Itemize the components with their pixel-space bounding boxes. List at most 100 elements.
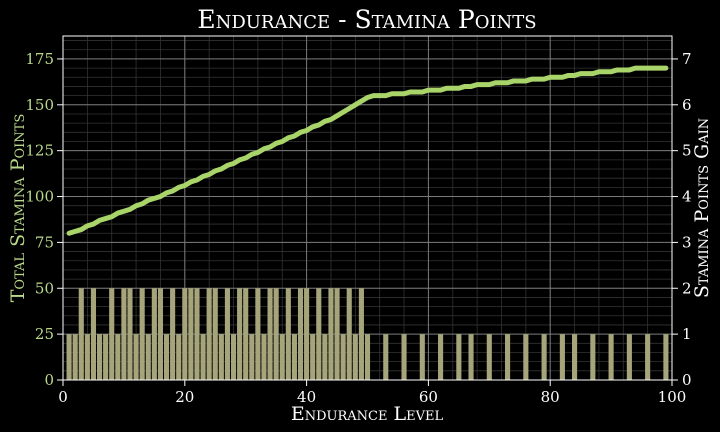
gain-bar <box>340 334 346 380</box>
left-y-tick-label: 100 <box>25 188 54 206</box>
total-line <box>66 65 669 236</box>
x-tick-label: 60 <box>419 388 438 406</box>
x-tick-label: 40 <box>297 388 316 406</box>
gain-bar <box>401 334 407 380</box>
gain-bar <box>212 288 218 380</box>
gain-bar <box>206 288 212 380</box>
gain-bar <box>261 334 267 380</box>
right-y-tick-label: 0 <box>682 371 692 389</box>
gain-bar <box>297 288 304 380</box>
gain-bar <box>626 334 632 380</box>
gain-bar <box>163 334 170 380</box>
minor-grid <box>62 36 673 381</box>
left-y-axis-label: Total Stamina Points <box>7 114 29 303</box>
gain-bar <box>157 288 163 380</box>
x-tick-label: 20 <box>175 388 194 406</box>
gain-bar <box>279 334 285 380</box>
gain-bar <box>267 288 273 380</box>
gain-bar <box>78 288 84 380</box>
gain-bar <box>115 334 121 380</box>
gain-bar <box>72 334 78 380</box>
gain-bar <box>66 334 72 380</box>
gain-bar <box>456 334 462 380</box>
gain-bar <box>194 288 200 380</box>
right-y-tick-label: 4 <box>682 188 692 206</box>
gain-bar <box>218 334 224 380</box>
gain-bar <box>285 288 291 380</box>
gain-bar <box>346 288 352 380</box>
left-y-tick-label: 150 <box>25 96 54 114</box>
left-y-tick-label: 175 <box>25 50 54 68</box>
right-y-tick-label: 1 <box>682 325 692 343</box>
gain-bar <box>590 334 596 380</box>
right-y-tick-label: 7 <box>682 50 692 68</box>
left-y-tick-label: 25 <box>35 325 54 343</box>
gain-bar <box>151 288 157 380</box>
total-stamina-line <box>66 65 669 236</box>
x-tick-label: 80 <box>541 388 560 406</box>
right-y-tick-label: 5 <box>682 142 692 160</box>
gain-bar <box>182 288 188 380</box>
gain-bar <box>273 288 279 380</box>
right-y-tick-label: 2 <box>682 279 692 297</box>
gain-bar <box>468 334 474 380</box>
gain-bar <box>358 288 364 380</box>
gain-bar <box>103 334 109 380</box>
gain-bar <box>419 334 425 380</box>
gain-bar <box>310 334 316 380</box>
x-tick-label: 100 <box>658 388 687 406</box>
gain-bar <box>438 334 444 380</box>
gain-bar <box>608 334 614 380</box>
gain-bar <box>224 288 230 380</box>
gain-bar <box>352 334 358 380</box>
x-axis-label: Endurance Level <box>291 403 444 425</box>
left-y-tick-label: 0 <box>44 371 54 389</box>
gain-bar <box>127 288 133 380</box>
gain-bar <box>96 334 103 380</box>
gain-bar <box>84 334 90 380</box>
gain-bar <box>109 288 115 380</box>
chart-title: Endurance - Stamina Points <box>197 5 536 34</box>
gain-bar <box>255 288 261 380</box>
gain-bar <box>663 334 669 380</box>
gain-bar <box>249 334 255 380</box>
left-y-tick-label: 50 <box>35 279 54 297</box>
gain-bar <box>383 334 389 380</box>
gain-bar <box>334 288 340 380</box>
gain-bar <box>505 334 511 380</box>
gain-bar <box>523 334 529 380</box>
gain-bar <box>200 334 206 380</box>
gain-bar <box>291 334 297 380</box>
gain-bars <box>66 288 669 380</box>
gain-bar <box>328 288 334 380</box>
gain-bar <box>170 288 176 380</box>
gain-bar <box>230 334 237 380</box>
gain-bar <box>645 334 651 380</box>
gain-bar <box>364 334 371 380</box>
gain-bar <box>572 334 578 380</box>
gain-bar <box>316 288 322 380</box>
x-tick-label: 0 <box>58 388 68 406</box>
plot-frame <box>62 35 673 381</box>
right-y-axis-label: Stamina Points Gain <box>691 118 713 298</box>
gain-bar <box>559 334 565 380</box>
gain-bar <box>237 288 243 380</box>
gain-bar <box>121 288 127 380</box>
gain-bar <box>322 334 328 380</box>
right-y-tick-label: 6 <box>682 96 692 114</box>
gain-bar <box>304 288 310 380</box>
left-y-tick-label: 75 <box>35 233 54 251</box>
right-y-tick-label: 3 <box>682 233 692 251</box>
gain-bar <box>139 288 145 380</box>
gain-bar <box>188 288 194 380</box>
gain-bar <box>541 334 547 380</box>
gain-bar <box>243 288 249 380</box>
gain-bar <box>145 334 151 380</box>
gain-bar <box>176 334 182 380</box>
gain-bar <box>486 334 492 380</box>
gain-bar <box>90 288 97 380</box>
left-y-tick-label: 125 <box>25 142 54 160</box>
gain-bar <box>133 334 139 380</box>
